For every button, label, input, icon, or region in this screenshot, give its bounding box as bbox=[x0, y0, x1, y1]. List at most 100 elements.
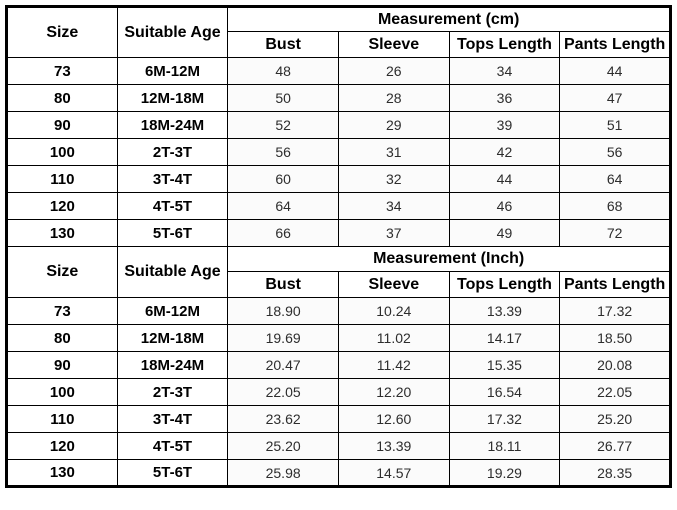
sleeve-cell: 31 bbox=[337, 138, 450, 166]
pants-length-cell: 47 bbox=[559, 84, 671, 112]
sleeve-cell: 37 bbox=[337, 219, 450, 247]
age-cell: 18M-24M bbox=[116, 351, 229, 379]
sleeve-cell: 26 bbox=[337, 57, 450, 85]
age-cell: 18M-24M bbox=[116, 111, 229, 139]
bust-cell: 20.47 bbox=[227, 351, 339, 379]
table-row: 80 12M-18M 19.69 11.02 14.17 18.50 bbox=[6, 324, 671, 352]
pants-length-cell: 18.50 bbox=[559, 324, 671, 352]
sleeve-cell: 34 bbox=[337, 192, 450, 220]
tops-length-cell: 18.11 bbox=[448, 432, 561, 460]
tops-length-cell: 15.35 bbox=[448, 351, 561, 379]
size-cell: 73 bbox=[6, 297, 118, 325]
size-cell: 100 bbox=[6, 138, 118, 166]
pants-length-cell: 25.20 bbox=[559, 405, 671, 433]
cm-header-row: Size Suitable Age Measurement (cm) bbox=[6, 6, 671, 58]
table-row: 120 4T-5T 64 34 46 68 bbox=[6, 192, 671, 220]
pants-length-cell: 28.35 bbox=[559, 459, 671, 487]
tops-length-cell: 34 bbox=[448, 57, 561, 85]
bust-cell: 52 bbox=[227, 111, 339, 139]
size-cell: 130 bbox=[6, 459, 118, 487]
size-cell: 130 bbox=[6, 219, 118, 247]
age-cell: 3T-4T bbox=[116, 165, 229, 193]
sleeve-cell: 13.39 bbox=[337, 432, 450, 460]
size-chart-table: Size Suitable Age Measurement (cm) Bust … bbox=[5, 5, 672, 488]
age-cell: 2T-3T bbox=[116, 378, 229, 406]
inch-header-row: Size Suitable Age Measurement (Inch) bbox=[6, 246, 671, 298]
tops-length-cell: 16.54 bbox=[448, 378, 561, 406]
cm-size-column-header: Size bbox=[6, 6, 118, 58]
sleeve-cell: 28 bbox=[337, 84, 450, 112]
age-cell: 3T-4T bbox=[116, 405, 229, 433]
tops-length-cell: 42 bbox=[448, 138, 561, 166]
age-cell: 5T-6T bbox=[116, 219, 229, 247]
sleeve-cell: 11.42 bbox=[337, 351, 450, 379]
tops-length-cell: 36 bbox=[448, 84, 561, 112]
sleeve-cell: 14.57 bbox=[337, 459, 450, 487]
tops-length-cell: 17.32 bbox=[448, 405, 561, 433]
pants-length-cell: 44 bbox=[559, 57, 671, 85]
size-cell: 110 bbox=[6, 165, 118, 193]
tops-length-cell: 46 bbox=[448, 192, 561, 220]
size-cell: 120 bbox=[6, 432, 118, 460]
pants-length-cell: 64 bbox=[559, 165, 671, 193]
table-row: 90 18M-24M 52 29 39 51 bbox=[6, 111, 671, 139]
bust-cell: 60 bbox=[227, 165, 339, 193]
size-cell: 90 bbox=[6, 351, 118, 379]
tops-length-cell: 44 bbox=[448, 165, 561, 193]
pants-length-cell: 20.08 bbox=[559, 351, 671, 379]
cm-sleeve-column-header: Sleeve bbox=[337, 31, 450, 58]
inch-tops-length-column-header: Tops Length bbox=[448, 271, 561, 298]
size-cell: 110 bbox=[6, 405, 118, 433]
pants-length-cell: 17.32 bbox=[559, 297, 671, 325]
table-row: 120 4T-5T 25.20 13.39 18.11 26.77 bbox=[6, 432, 671, 460]
table-row: 100 2T-3T 22.05 12.20 16.54 22.05 bbox=[6, 378, 671, 406]
tops-length-cell: 13.39 bbox=[448, 297, 561, 325]
pants-length-cell: 51 bbox=[559, 111, 671, 139]
cm-bust-column-header: Bust bbox=[227, 31, 339, 58]
table-row: 110 3T-4T 23.62 12.60 17.32 25.20 bbox=[6, 405, 671, 433]
age-cell: 4T-5T bbox=[116, 192, 229, 220]
sleeve-cell: 29 bbox=[337, 111, 450, 139]
pants-length-cell: 26.77 bbox=[559, 432, 671, 460]
bust-cell: 18.90 bbox=[227, 297, 339, 325]
bust-cell: 48 bbox=[227, 57, 339, 85]
sleeve-cell: 11.02 bbox=[337, 324, 450, 352]
bust-cell: 66 bbox=[227, 219, 339, 247]
tops-length-cell: 49 bbox=[448, 219, 561, 247]
inch-size-column-header: Size bbox=[6, 246, 118, 298]
cm-subheader-row: Bust Sleeve Tops Length Pants Length bbox=[7, 31, 671, 58]
inch-bust-column-header: Bust bbox=[227, 271, 339, 298]
age-cell: 4T-5T bbox=[116, 432, 229, 460]
size-cell: 80 bbox=[6, 84, 118, 112]
tops-length-cell: 39 bbox=[448, 111, 561, 139]
pants-length-cell: 22.05 bbox=[559, 378, 671, 406]
age-cell: 5T-6T bbox=[116, 459, 229, 487]
pants-length-cell: 56 bbox=[559, 138, 671, 166]
table-row: 130 5T-6T 66 37 49 72 bbox=[6, 219, 671, 247]
cm-age-column-header: Suitable Age bbox=[116, 6, 229, 58]
table-row: 73 6M-12M 18.90 10.24 13.39 17.32 bbox=[6, 297, 671, 325]
age-cell: 2T-3T bbox=[116, 138, 229, 166]
age-cell: 12M-18M bbox=[116, 324, 229, 352]
pants-length-cell: 68 bbox=[559, 192, 671, 220]
age-cell: 6M-12M bbox=[116, 297, 229, 325]
pants-length-cell: 72 bbox=[559, 219, 671, 247]
sleeve-cell: 12.60 bbox=[337, 405, 450, 433]
bust-cell: 56 bbox=[227, 138, 339, 166]
table-row: 80 12M-18M 50 28 36 47 bbox=[6, 84, 671, 112]
bust-cell: 23.62 bbox=[227, 405, 339, 433]
age-cell: 12M-18M bbox=[116, 84, 229, 112]
table-row: 100 2T-3T 56 31 42 56 bbox=[6, 138, 671, 166]
inch-pants-length-column-header: Pants Length bbox=[559, 271, 671, 298]
tops-length-cell: 14.17 bbox=[448, 324, 561, 352]
bust-cell: 64 bbox=[227, 192, 339, 220]
bust-cell: 19.69 bbox=[227, 324, 339, 352]
bust-cell: 25.98 bbox=[227, 459, 339, 487]
cm-tops-length-column-header: Tops Length bbox=[448, 31, 561, 58]
bust-cell: 25.20 bbox=[227, 432, 339, 460]
size-cell: 100 bbox=[6, 378, 118, 406]
inch-age-column-header: Suitable Age bbox=[116, 246, 229, 298]
table-row: 130 5T-6T 25.98 14.57 19.29 28.35 bbox=[6, 459, 671, 487]
inch-sleeve-column-header: Sleeve bbox=[337, 271, 450, 298]
sleeve-cell: 10.24 bbox=[337, 297, 450, 325]
